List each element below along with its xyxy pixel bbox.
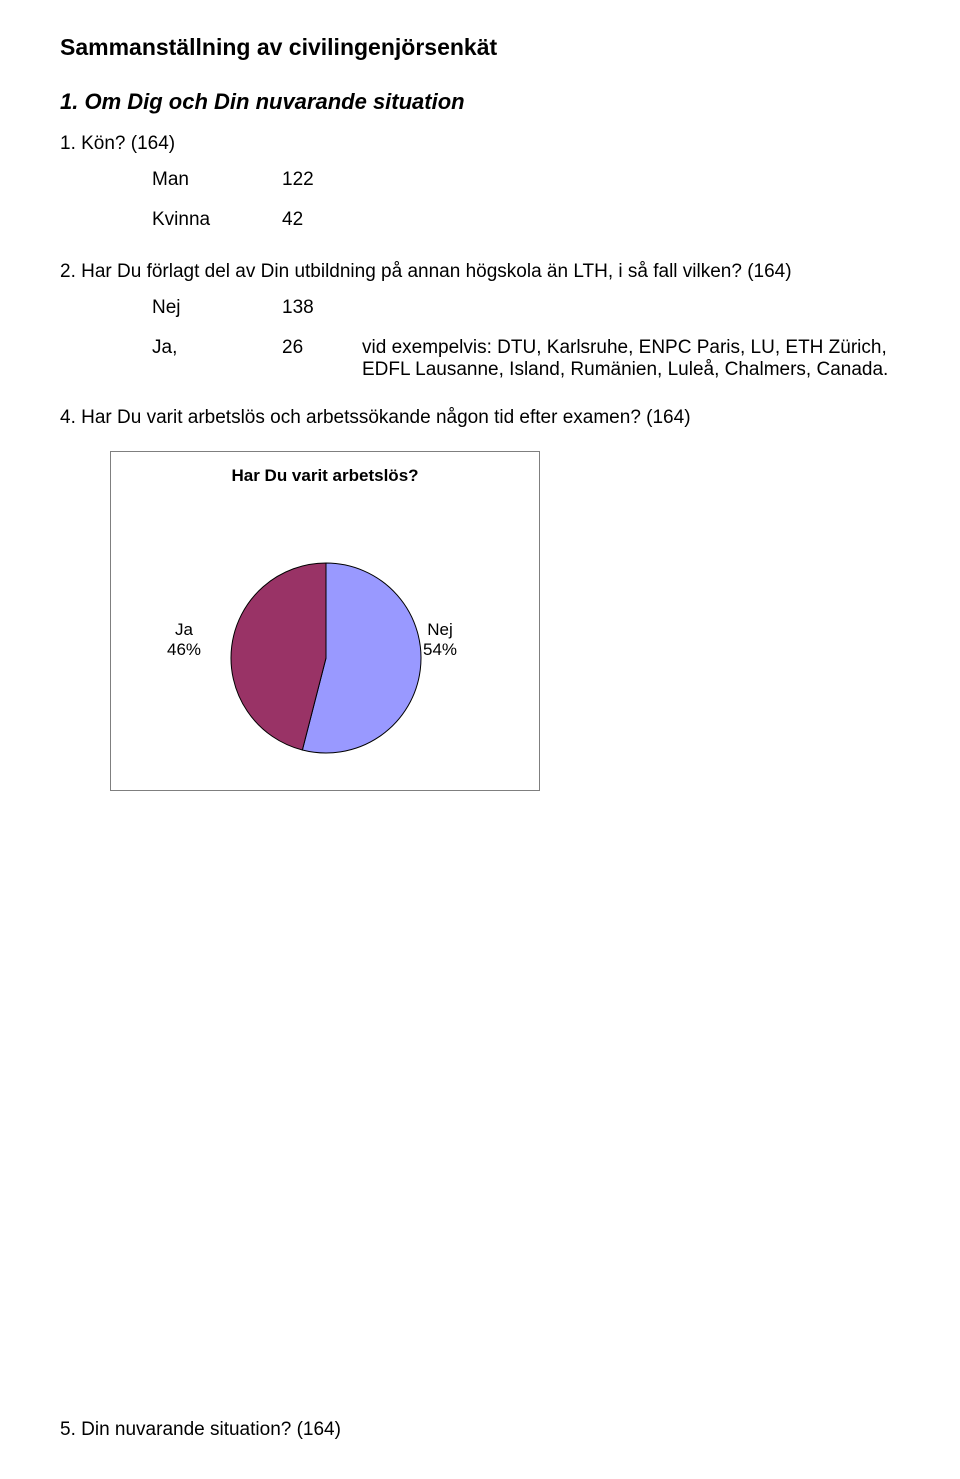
pie-label-ja-line1: Ja (167, 620, 201, 640)
pie-chart (226, 558, 426, 763)
q4-text: 4. Har Du varit arbetslös och arbetssöka… (60, 407, 900, 429)
q2-row-ja-label: Ja, (152, 337, 282, 381)
q2-row-nej-extra (362, 297, 900, 319)
page-title: Sammanställning av civilingenjörsenkät (60, 34, 900, 61)
pie-svg (226, 558, 426, 758)
q1-row-man-label: Man (152, 169, 282, 191)
q2-row-ja-extra: vid exempelvis: DTU, Karlsruhe, ENPC Par… (362, 337, 900, 381)
q1-row-kvinna: Kvinna 42 (60, 209, 900, 231)
q5-text: 5. Din nuvarande situation? (164) (60, 1419, 341, 1441)
page: Sammanställning av civilingenjörsenkät 1… (0, 0, 960, 1479)
q1-row-kvinna-label: Kvinna (152, 209, 282, 231)
q2-row-ja: Ja, 26 vid exempelvis: DTU, Karlsruhe, E… (60, 337, 900, 381)
q2-row-nej-label: Nej (152, 297, 282, 319)
pie-chart-title: Har Du varit arbetslös? (129, 466, 521, 486)
q1-text: 1. Kön? (164) (60, 133, 900, 155)
pie-label-nej: Nej 54% (423, 620, 457, 661)
q2-text: 2. Har Du förlagt del av Din utbildning … (60, 261, 900, 283)
pie-label-ja-line2: 46% (167, 640, 201, 660)
q1-row-man-value: 122 (282, 169, 362, 191)
section-1-heading: 1. Om Dig och Din nuvarande situation (60, 89, 900, 115)
q1-row-kvinna-value: 42 (282, 209, 362, 231)
q1-row-man: Man 122 (60, 169, 900, 191)
pie-label-nej-line1: Nej (423, 620, 457, 640)
pie-label-nej-line2: 54% (423, 640, 457, 660)
q2-row-nej: Nej 138 (60, 297, 900, 319)
pie-label-ja: Ja 46% (167, 620, 201, 661)
pie-chart-box: Har Du varit arbetslös? Nej 54% Ja 46% (110, 451, 540, 791)
q2-row-ja-value: 26 (282, 337, 362, 381)
q2-row-nej-value: 138 (282, 297, 362, 319)
